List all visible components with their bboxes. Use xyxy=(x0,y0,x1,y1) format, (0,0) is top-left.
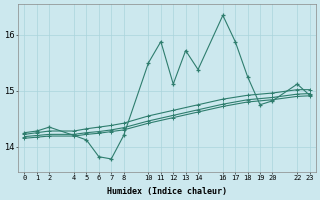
X-axis label: Humidex (Indice chaleur): Humidex (Indice chaleur) xyxy=(107,187,227,196)
